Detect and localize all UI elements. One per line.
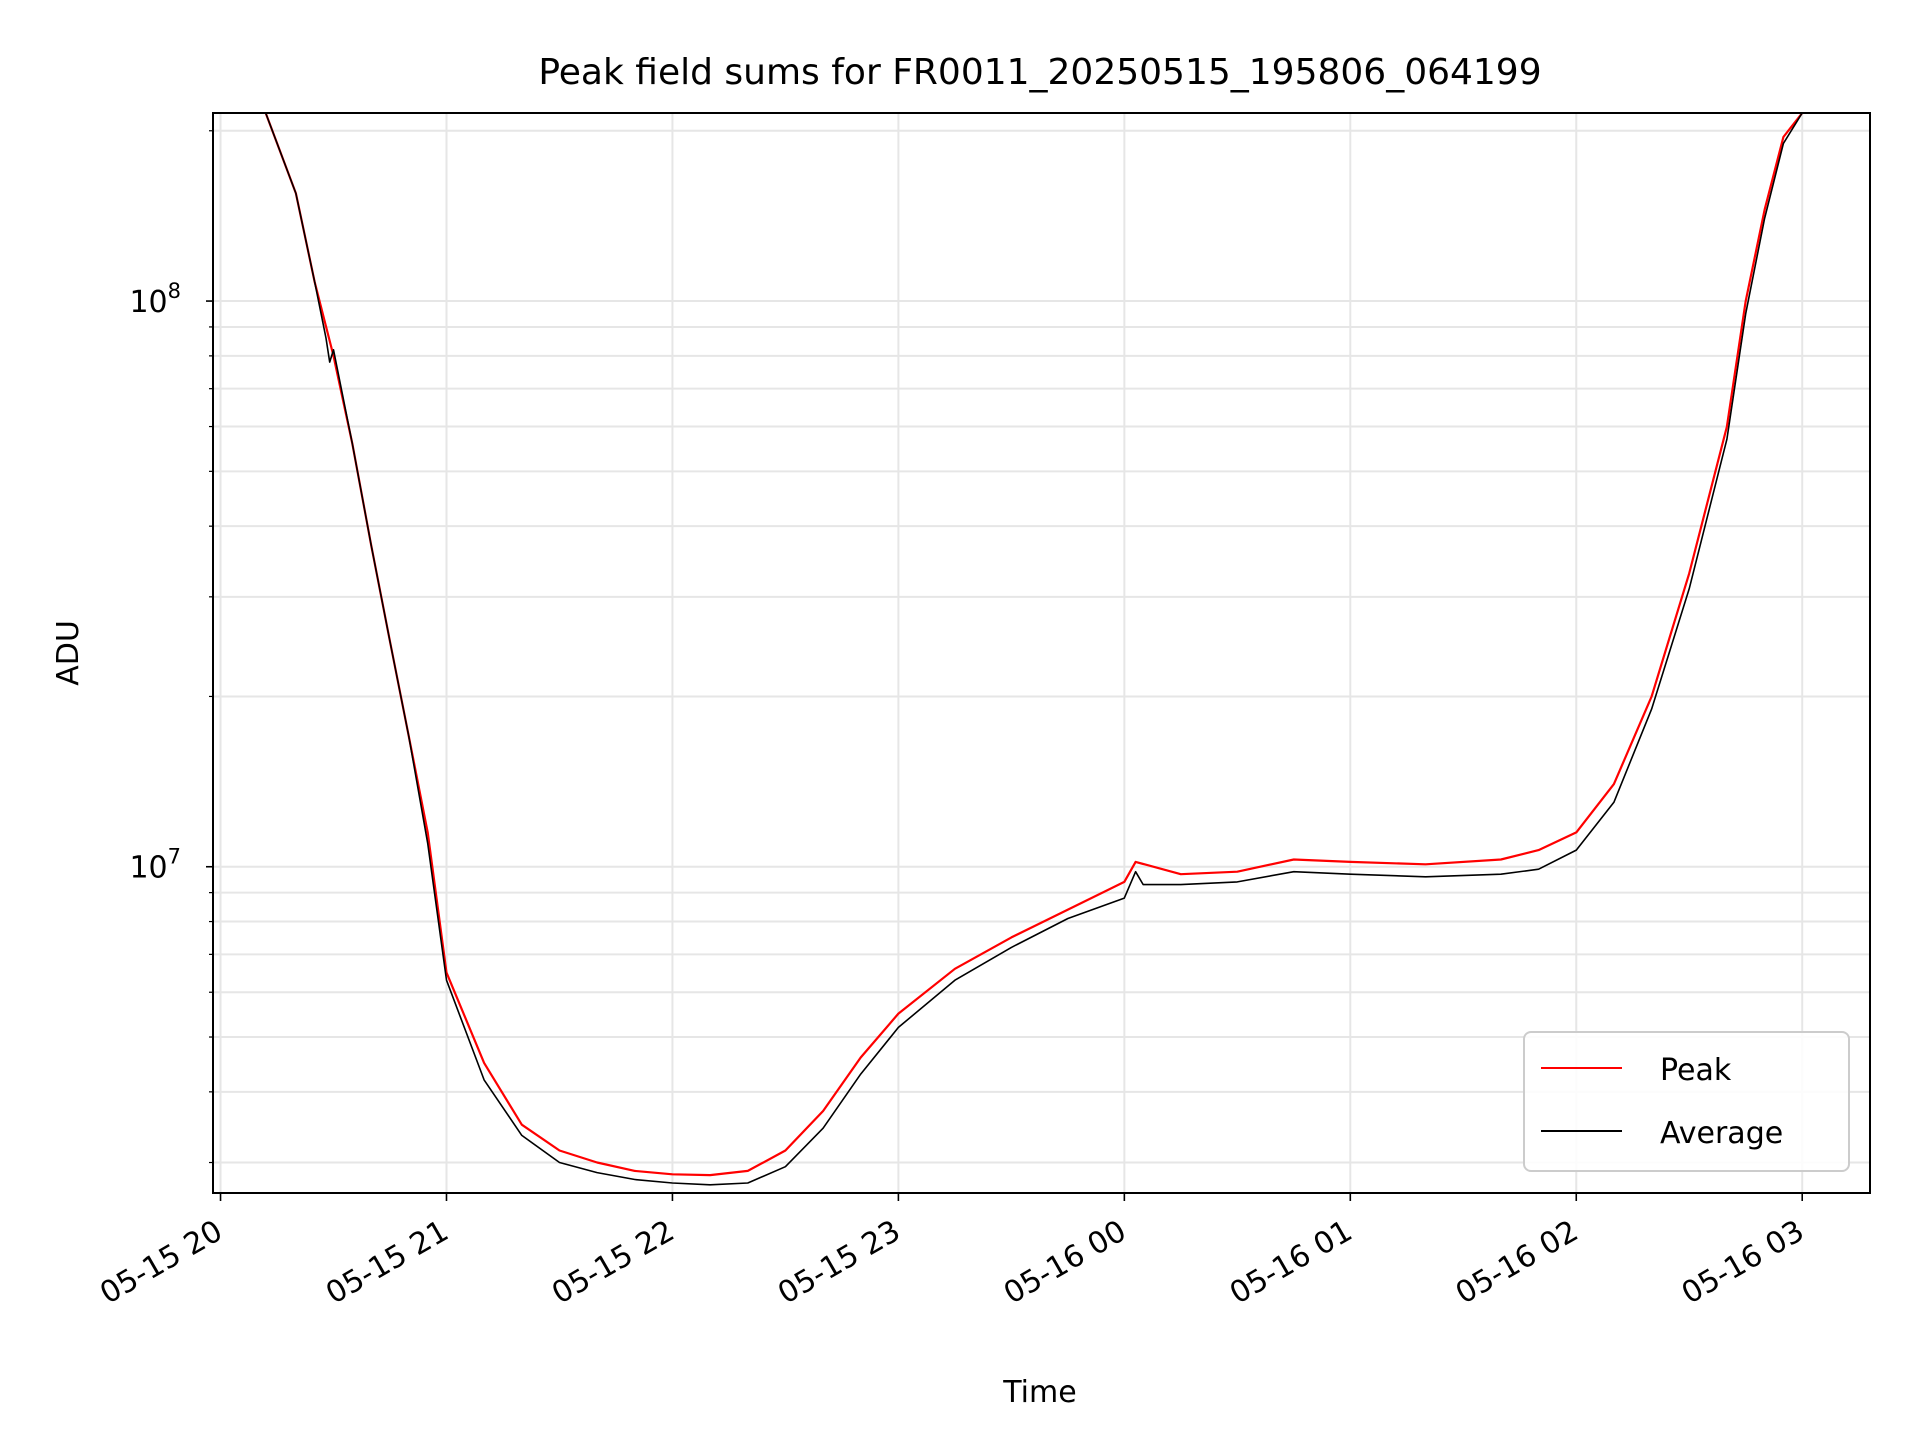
- legend: Peak Average: [1523, 1031, 1850, 1172]
- grid: [213, 113, 1870, 1193]
- plot-area: [264, 112, 1804, 1186]
- legend-box: [1523, 1031, 1850, 1172]
- axes-frame: [212, 112, 1871, 1194]
- x-axis-label: Time: [1002, 1375, 1076, 1410]
- legend-peak-label: Peak: [1660, 1053, 1732, 1088]
- y-tick-label: 108: [129, 279, 181, 320]
- series-line-average: [264, 112, 1803, 1186]
- legend-average-label: Average: [1660, 1116, 1783, 1151]
- y-tick-label: 107: [129, 845, 181, 886]
- chart-title: Peak field sums for FR0011_20250515_1958…: [538, 52, 1541, 93]
- y-axis-label: ADU: [51, 620, 86, 686]
- y-axis: 107 108: [129, 130, 213, 1164]
